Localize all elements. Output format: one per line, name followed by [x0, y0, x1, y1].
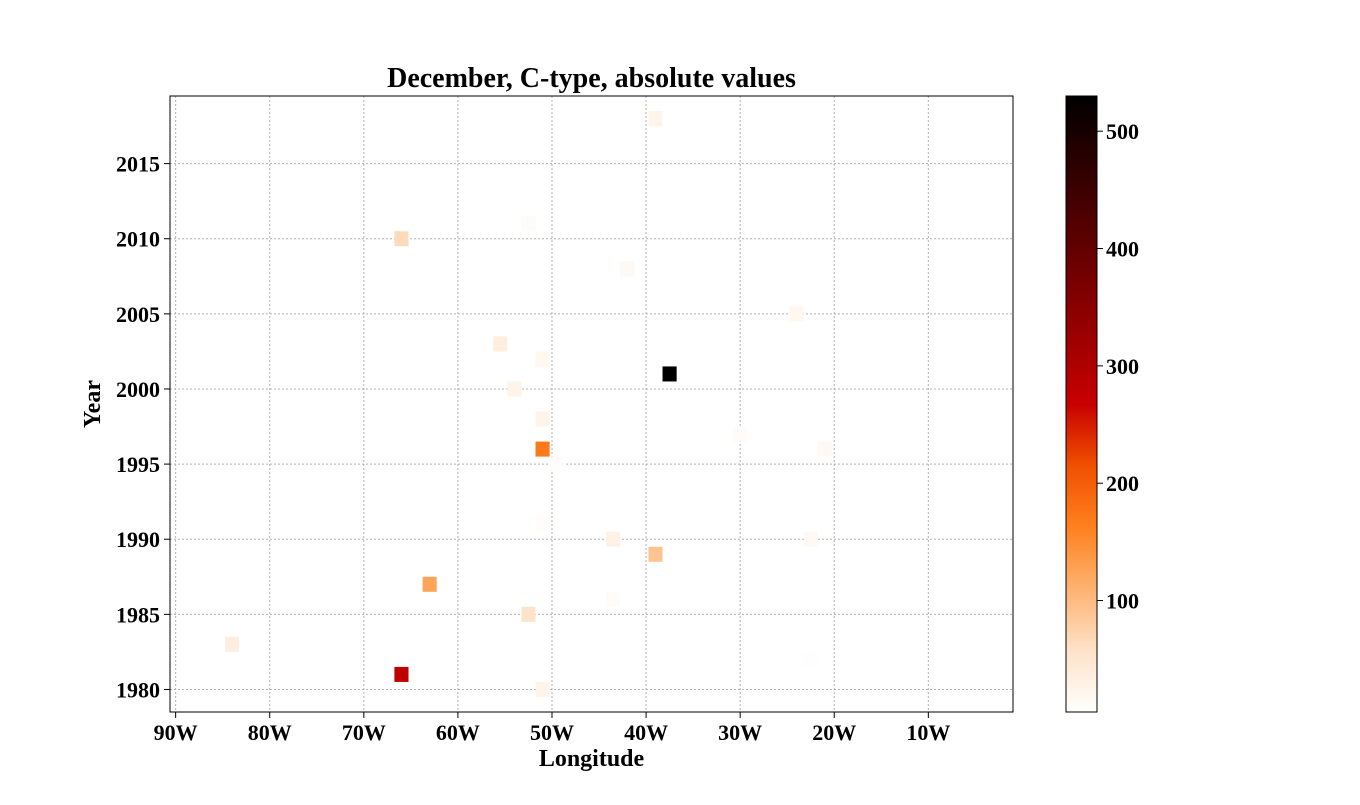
- data-cells: [225, 111, 832, 697]
- x-tick-label: 20W: [812, 720, 856, 745]
- y-tick-label: 1980: [116, 677, 160, 702]
- x-tick-label: 90W: [154, 720, 198, 745]
- heatmap-cell: [225, 636, 240, 652]
- heatmap-cell: [394, 666, 409, 682]
- colorbar-tick-label: 300: [1106, 354, 1139, 379]
- heatmap-cell: [789, 306, 804, 322]
- y-tick-label: 1990: [116, 527, 160, 552]
- x-tick-label: 60W: [436, 720, 480, 745]
- x-tick-label: 70W: [342, 720, 386, 745]
- heatmap-cell: [606, 591, 621, 607]
- y-tick-label: 2010: [116, 227, 160, 252]
- heatmap-cell: [521, 216, 536, 232]
- y-tick-label: 2005: [116, 302, 160, 327]
- heatmap-cell: [662, 366, 677, 382]
- x-axis-ticks: 90W 80W 70W 60W 50W 40W 30W 20W 10W: [154, 712, 950, 745]
- heatmap-cell: [507, 381, 522, 397]
- x-tick-label: 50W: [530, 720, 574, 745]
- heatmap-cell: [535, 516, 550, 532]
- y-tick-label: 2000: [116, 377, 160, 402]
- colorbar-tick-label: 100: [1106, 589, 1139, 614]
- heatmap-cell: [733, 426, 748, 442]
- y-axis-label: Year: [80, 380, 106, 428]
- x-tick-label: 80W: [248, 720, 292, 745]
- heatmap-cell: [422, 576, 437, 592]
- colorbar: [1065, 95, 1098, 713]
- heatmap-cell: [803, 531, 818, 547]
- y-tick-label: 2015: [116, 152, 160, 177]
- heatmap-cell: [817, 441, 832, 457]
- heatmap-cell: [535, 681, 550, 697]
- chart-title: December, C-type, absolute values: [387, 63, 796, 94]
- y-tick-label: 1995: [116, 452, 160, 477]
- x-tick-label: 10W: [906, 720, 950, 745]
- heatmap-cell: [394, 231, 409, 247]
- heatmap-cell: [606, 531, 621, 547]
- colorbar-tick-label: 500: [1106, 119, 1139, 144]
- heatmap-cell: [803, 651, 818, 667]
- heatmap-cell: [648, 546, 663, 562]
- heatmap-cell: [549, 456, 564, 472]
- x-tick-label: 40W: [624, 720, 668, 745]
- heatmap-cell: [521, 606, 536, 622]
- grid-layer: [170, 96, 1013, 712]
- colorbar-tick-label: 400: [1106, 237, 1139, 262]
- colorbar-tick-label: 200: [1106, 471, 1139, 496]
- colorbar-ticks: 100 200 300 400 500: [1097, 119, 1139, 614]
- heatmap-cell: [620, 261, 635, 277]
- heatmap-cell: [648, 111, 663, 127]
- x-axis-label: Longitude: [539, 746, 645, 772]
- heatmap-cell: [535, 351, 550, 367]
- plot-frame: [169, 95, 1014, 713]
- y-axis-ticks: 1980 1985 1990 1995 2000 2005 2010 2015: [116, 152, 170, 702]
- x-tick-label: 30W: [718, 720, 762, 745]
- heatmap-cell: [493, 336, 508, 352]
- y-tick-label: 1985: [116, 602, 160, 627]
- heatmap-cell: [535, 441, 550, 457]
- heatmap-cell: [535, 411, 550, 427]
